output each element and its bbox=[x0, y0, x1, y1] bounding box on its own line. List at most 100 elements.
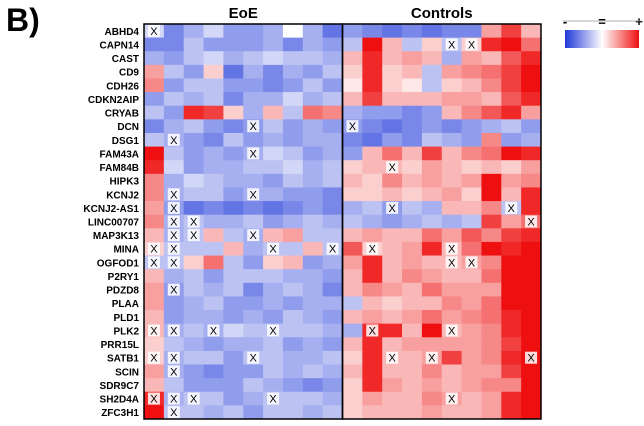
heatmap-cell bbox=[163, 78, 185, 93]
heatmap-cell bbox=[501, 92, 522, 107]
heatmap-cell bbox=[144, 173, 165, 188]
marker-x: X bbox=[269, 394, 277, 406]
heatmap-cell bbox=[481, 378, 502, 393]
heatmap-cell bbox=[362, 146, 383, 161]
heatmap-cell bbox=[481, 64, 502, 79]
marker-x: X bbox=[369, 325, 377, 337]
heatmap-cell bbox=[521, 241, 542, 256]
heatmap-cell bbox=[481, 160, 502, 175]
heatmap-cell bbox=[302, 228, 324, 243]
heatmap-cell bbox=[203, 92, 224, 107]
marker-background bbox=[386, 201, 399, 214]
heatmap-cell bbox=[402, 405, 423, 420]
marker-x: X bbox=[448, 325, 456, 337]
row-label: SH2D4A bbox=[100, 395, 139, 406]
heatmap-cell bbox=[183, 282, 204, 297]
heatmap-cell bbox=[461, 119, 482, 134]
heatmap-cell bbox=[203, 187, 224, 202]
heatmap-cell bbox=[163, 51, 185, 66]
heatmap-cell bbox=[342, 92, 363, 107]
heatmap-cell bbox=[322, 24, 343, 39]
marker-x: X bbox=[250, 121, 258, 133]
heatmap-cell bbox=[521, 201, 542, 216]
heatmap-cell bbox=[421, 64, 443, 79]
heatmap-cell bbox=[302, 241, 324, 256]
marker-x: X bbox=[269, 244, 277, 256]
heatmap-cell bbox=[144, 282, 165, 297]
heatmap-cell bbox=[362, 24, 383, 39]
heatmap-cell bbox=[362, 378, 383, 393]
heatmap-cell bbox=[243, 173, 264, 188]
heatmap-cell bbox=[402, 92, 423, 107]
heatmap-cell bbox=[421, 105, 443, 120]
heatmap-cell bbox=[183, 132, 204, 147]
heatmap-cell bbox=[263, 310, 284, 325]
heatmap-cell bbox=[144, 51, 165, 66]
heatmap-cell bbox=[302, 105, 324, 120]
heatmap-cell bbox=[362, 160, 383, 175]
heatmap-cell bbox=[521, 173, 542, 188]
heatmap-cell bbox=[521, 310, 542, 325]
heatmap-cell bbox=[263, 228, 284, 243]
heatmap-cell bbox=[243, 24, 264, 39]
heatmap-cell bbox=[481, 78, 502, 93]
marker-x: X bbox=[170, 366, 178, 378]
heatmap-cell bbox=[461, 146, 482, 161]
heatmap-cell bbox=[322, 310, 343, 325]
heatmap-cell bbox=[481, 173, 502, 188]
heatmap-cell bbox=[521, 146, 542, 161]
heatmap-cell bbox=[421, 78, 443, 93]
heatmap-cell bbox=[501, 132, 522, 147]
marker-background bbox=[167, 392, 180, 405]
heatmap-cell bbox=[183, 337, 204, 352]
heatmap-cell bbox=[382, 310, 403, 325]
heatmap-cell bbox=[421, 37, 443, 52]
heatmap-cell bbox=[441, 405, 462, 420]
heatmap-cell bbox=[223, 296, 244, 311]
marker-background bbox=[326, 242, 339, 255]
heatmap-cell bbox=[362, 282, 383, 297]
heatmap-cell bbox=[481, 51, 502, 66]
marker-x: X bbox=[448, 244, 456, 256]
heatmap-cell bbox=[263, 269, 284, 284]
heatmap-cell bbox=[382, 296, 403, 311]
marker-background bbox=[267, 392, 280, 405]
heatmap-cell bbox=[203, 64, 224, 79]
marker-x: X bbox=[170, 325, 178, 337]
row-label: CDH26 bbox=[106, 81, 139, 92]
heatmap-cell bbox=[282, 364, 304, 379]
heatmap-cell bbox=[144, 160, 165, 175]
heatmap-cell bbox=[302, 64, 324, 79]
heatmap-cell bbox=[302, 201, 324, 216]
heatmap-cell bbox=[382, 37, 403, 52]
heatmap-cell bbox=[322, 282, 343, 297]
marker-background bbox=[465, 256, 478, 269]
heatmap-cell bbox=[322, 132, 343, 147]
heatmap-cell bbox=[263, 364, 284, 379]
heatmap-cell bbox=[263, 119, 284, 134]
heatmap-cell bbox=[223, 173, 244, 188]
row-label: P2RY1 bbox=[108, 272, 140, 283]
heatmap-cell bbox=[183, 78, 204, 93]
heatmap-cell bbox=[322, 405, 343, 420]
heatmap-cell bbox=[342, 105, 363, 120]
marker-x: X bbox=[250, 148, 258, 160]
marker-x: X bbox=[428, 353, 436, 365]
heatmap-cell bbox=[282, 323, 304, 338]
heatmap-cell bbox=[223, 132, 244, 147]
marker-x: X bbox=[150, 257, 158, 269]
heatmap-cell bbox=[382, 51, 403, 66]
marker-x: X bbox=[150, 353, 158, 365]
heatmap-cell bbox=[203, 337, 224, 352]
heatmap-cell bbox=[342, 24, 363, 39]
heatmap-cell bbox=[402, 37, 423, 52]
heatmap-cell bbox=[203, 269, 224, 284]
heatmap-cell bbox=[421, 269, 443, 284]
heatmap-cell bbox=[342, 214, 363, 229]
heatmap-cell bbox=[481, 391, 502, 406]
heatmap-cell bbox=[481, 92, 502, 107]
heatmap-cell bbox=[441, 51, 462, 66]
heatmap-cell bbox=[362, 310, 383, 325]
heatmap-cell bbox=[163, 337, 185, 352]
